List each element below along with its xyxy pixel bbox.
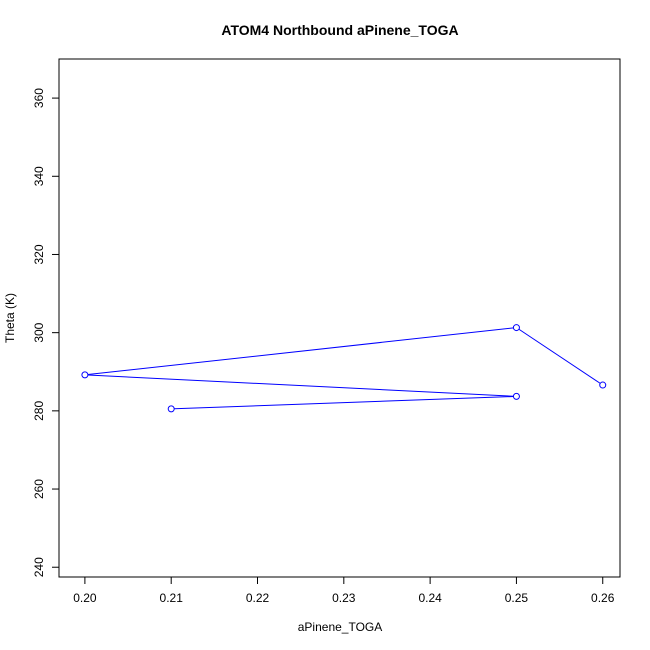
- data-point: [81, 371, 89, 379]
- series-line-segment: [87, 374, 514, 397]
- series-line-segment: [174, 395, 514, 410]
- x-axis-label: aPinene_TOGA: [298, 620, 383, 634]
- x-tick-label: 0.26: [591, 591, 615, 605]
- data-point: [167, 405, 175, 413]
- y-tick-label: 280: [32, 401, 46, 421]
- y-axis-label: Theta (K): [3, 293, 17, 343]
- y-axis: 240 260 280 300 320 340 360: [32, 88, 60, 577]
- plot-frame: [58, 58, 621, 578]
- x-tick-label: 0.24: [418, 591, 442, 605]
- series-line-segment: [518, 328, 601, 384]
- y-tick-label: 320: [32, 244, 46, 264]
- chart-title: ATOM4 Northbound aPinene_TOGA: [221, 22, 458, 38]
- y-tick-label: 340: [32, 166, 46, 186]
- y-tick-label: 360: [32, 88, 46, 108]
- series-layer: [81, 324, 607, 413]
- x-tick-label: 0.22: [246, 591, 270, 605]
- data-point: [599, 381, 607, 389]
- x-tick-label: 0.20: [73, 591, 97, 605]
- x-tick-label: 0.23: [332, 591, 356, 605]
- series-line-segment: [87, 327, 514, 376]
- x-tick-label: 0.21: [160, 591, 184, 605]
- x-axis: 0.20 0.21 0.22 0.23 0.24 0.25 0.26: [73, 576, 615, 605]
- y-tick-label: 260: [32, 479, 46, 499]
- y-tick-label: 240: [32, 557, 46, 577]
- y-tick-label: 300: [32, 322, 46, 342]
- x-tick-label: 0.25: [505, 591, 529, 605]
- data-point: [512, 324, 520, 332]
- data-point: [512, 392, 520, 400]
